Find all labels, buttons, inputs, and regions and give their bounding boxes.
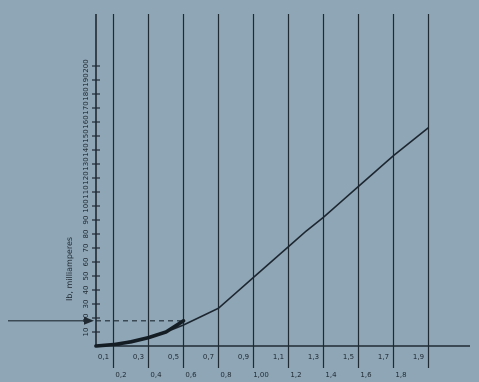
- x-tick-label-1,9: 1,9: [413, 353, 424, 361]
- x-tick-label-0,3: 0,3: [133, 353, 144, 361]
- y-tick-label-100: 100: [82, 199, 90, 212]
- y-tick-label-130: 130: [82, 157, 90, 170]
- y-tick-label-80: 80: [82, 230, 90, 239]
- series: [94, 126, 429, 348]
- y-tick-label-10: 10: [82, 328, 90, 337]
- y-tick-label-60: 60: [82, 258, 90, 267]
- x-tick-label-0,2: 0,2: [115, 371, 126, 379]
- series-line-1: [95, 126, 429, 347]
- y-tick-label-160: 160: [82, 115, 90, 128]
- y-tick-label-140: 140: [82, 143, 90, 156]
- x-tick-label-0,6: 0,6: [185, 371, 197, 379]
- y-tick-label-50: 50: [82, 272, 90, 281]
- x-tick-label-0,4: 0,4: [150, 371, 162, 379]
- x-tick-label-0,9: 0,9: [238, 353, 249, 361]
- y-ticks: 1020304050607080901001101201301401501601…: [82, 59, 100, 336]
- y-tick-label-150: 150: [82, 129, 90, 142]
- x-tick-label-1,4: 1,4: [325, 371, 337, 379]
- y-tick-label-110: 110: [82, 185, 90, 198]
- x-tick-label-0,5: 0,5: [168, 353, 179, 361]
- x-tick-label-0,1: 0,1: [98, 353, 109, 361]
- y-tick-label-190: 190: [82, 73, 90, 86]
- y-tick-label-40: 40: [82, 286, 90, 295]
- reference-arrow-head: [84, 316, 94, 325]
- y-tick-label-180: 180: [82, 87, 90, 100]
- gridlines: [112, 14, 430, 368]
- y-axis-label-group: Ib, milliamperes: [65, 237, 74, 301]
- highlighted-segment: [94, 319, 186, 348]
- x-tick-label-1,2: 1,2: [290, 371, 301, 379]
- y-tick-label-120: 120: [82, 171, 90, 184]
- x-tick-label-1,6: 1,6: [360, 371, 372, 379]
- y-tick-label-90: 90: [82, 216, 90, 225]
- x-ticks: 0,1 0,3 0,5 0,7 0,9 1,1 1,3 1,5 1,7 1,9 0,2 0,4 0,6 0…: [98, 353, 424, 379]
- x-tick-label-1,3: 1,3: [308, 353, 319, 361]
- x-tick-label-1,5: 1,5: [343, 353, 354, 361]
- y-tick-label-200: 200: [82, 59, 90, 72]
- y-tick-label-30: 30: [82, 300, 90, 309]
- x-tick-label-1,7: 1,7: [378, 353, 389, 361]
- y-tick-label-70: 70: [82, 244, 90, 253]
- y-tick-label-170: 170: [82, 101, 90, 114]
- x-tick-label-1,1: 1,1: [273, 353, 284, 361]
- y-axis-label: Ib, milliamperes: [65, 237, 74, 301]
- x-tick-label-0,7: 0,7: [203, 353, 214, 361]
- x-tick-label-0,8: 0,8: [220, 371, 231, 379]
- x-tick-label-1,8: 1,8: [395, 371, 406, 379]
- reference-markers: [8, 316, 184, 325]
- x-tick-label-1,00: 1,00: [253, 371, 269, 379]
